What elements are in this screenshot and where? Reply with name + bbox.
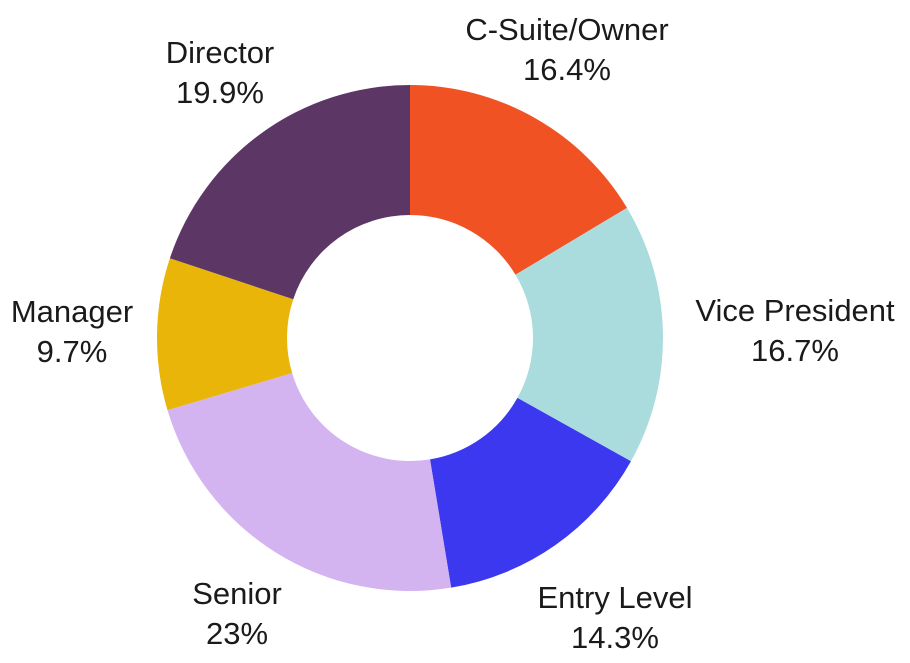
donut-slices-group — [156, 85, 663, 591]
pie-slice-vice-president[interactable] — [515, 207, 663, 462]
pie-slice-senior[interactable] — [167, 373, 452, 591]
pie-slice-entry-level[interactable] — [430, 397, 631, 588]
pie-slice-director[interactable] — [169, 85, 410, 300]
pie-slice-manager[interactable] — [156, 258, 294, 411]
pie-slice-c-suite-owner[interactable] — [410, 85, 627, 275]
